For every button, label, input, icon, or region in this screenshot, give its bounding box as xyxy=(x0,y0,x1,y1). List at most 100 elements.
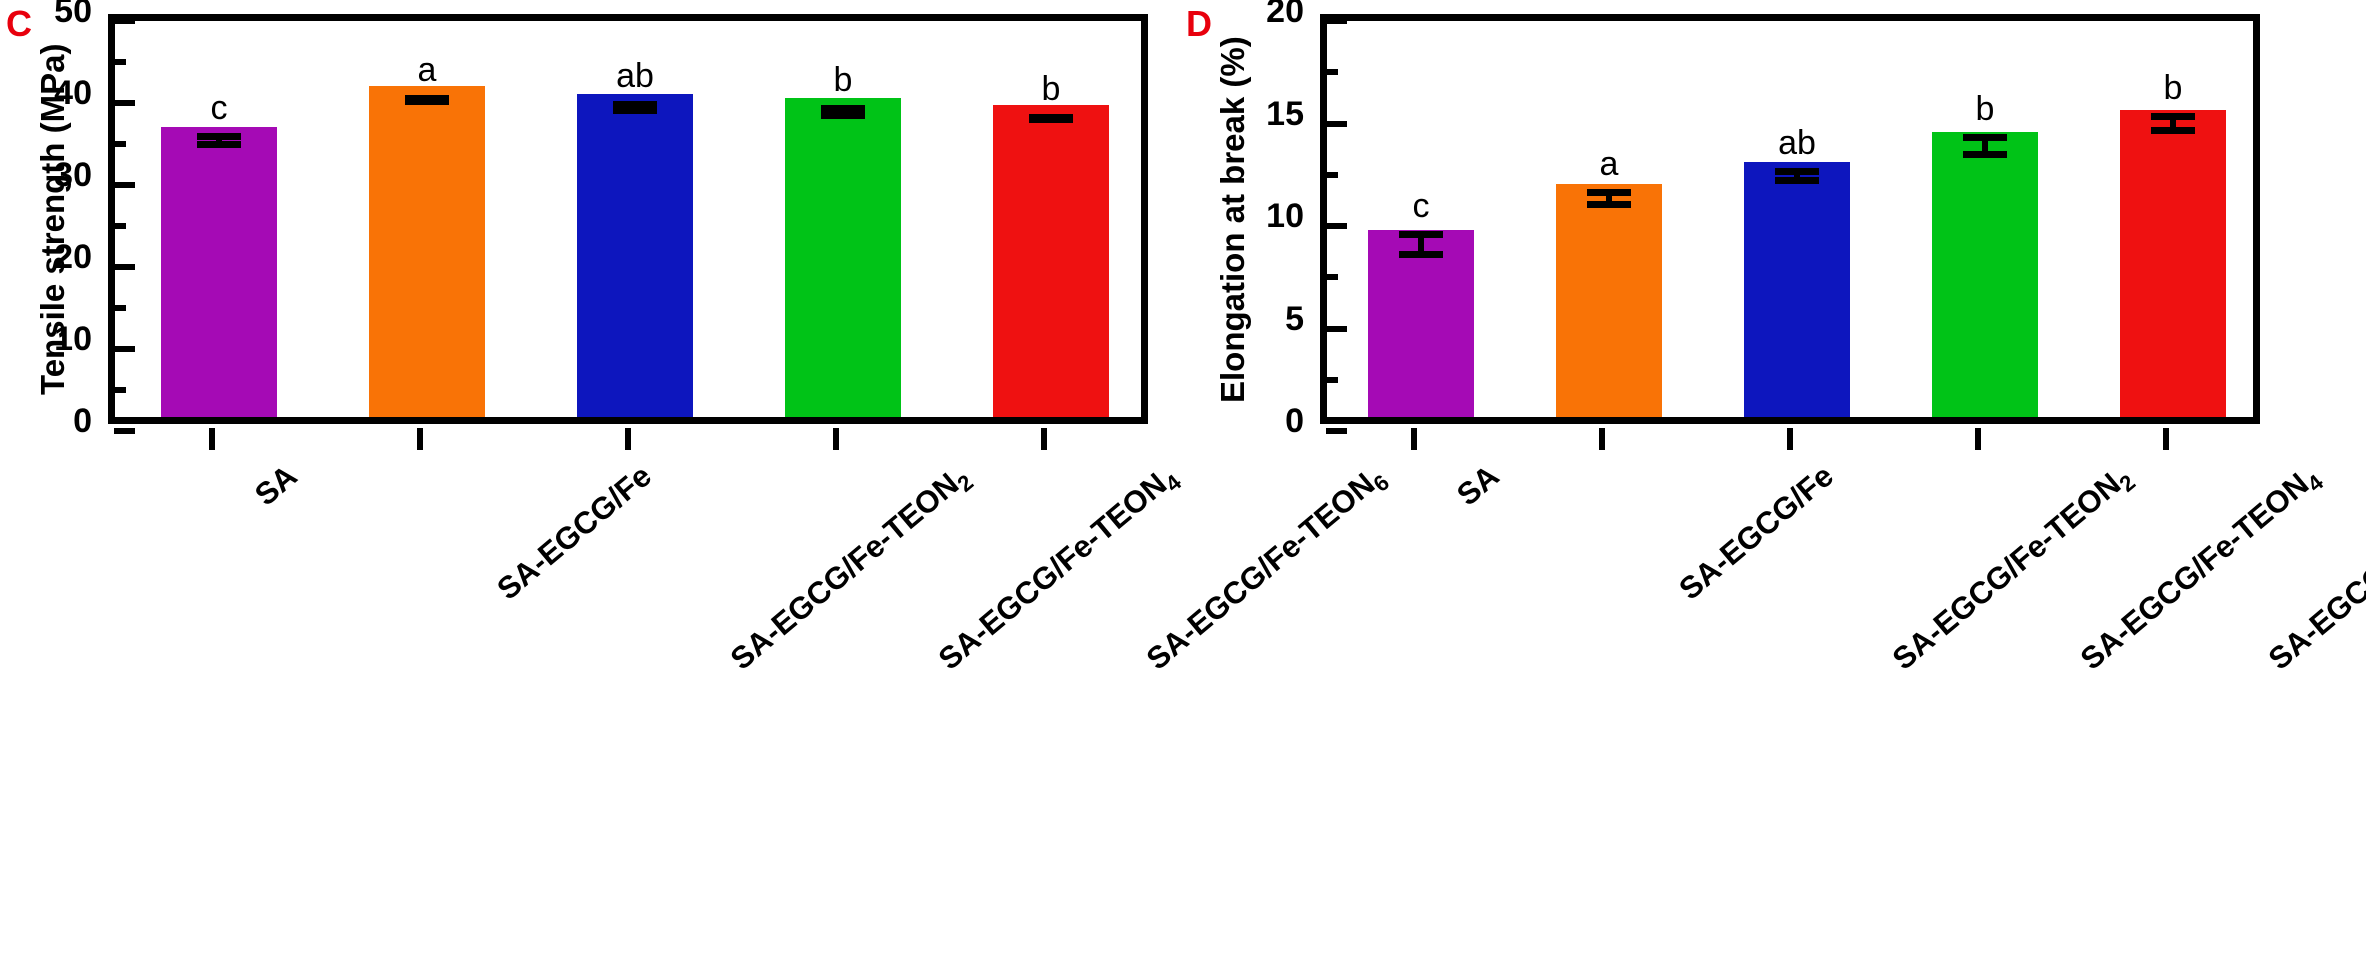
significance-label: b xyxy=(1975,89,1995,128)
x-tick xyxy=(1787,428,1793,450)
bars-d: c a ab b b xyxy=(1327,21,2253,417)
error-bar-stem xyxy=(1418,231,1424,258)
y-tick-label: 15 xyxy=(1266,94,1304,133)
x-tick xyxy=(1041,428,1047,450)
error-bar-stem xyxy=(1794,167,1800,184)
y-tick-label: 40 xyxy=(54,74,92,112)
significance-label: c xyxy=(1412,187,1430,226)
y-ticks-d xyxy=(1326,18,2253,434)
error-bar-cap-bottom xyxy=(2151,126,2195,134)
significance-label: ab xyxy=(1778,123,1816,162)
y-tick-label: 50 xyxy=(54,0,92,30)
bar xyxy=(576,93,694,417)
x-tick xyxy=(833,428,839,450)
panel-letter-d: D xyxy=(1186,3,1212,44)
error-bar-cap-top xyxy=(1399,231,1443,239)
x-tick xyxy=(209,428,215,450)
error-bar xyxy=(197,133,241,149)
error-bar-cap-bottom xyxy=(821,112,865,120)
error-bar xyxy=(613,101,657,115)
y-tick-minor xyxy=(114,59,126,65)
y-tick-major xyxy=(114,100,135,106)
x-tick xyxy=(1599,428,1605,450)
y-tick-major xyxy=(114,182,135,188)
error-bar-stem xyxy=(1606,189,1612,208)
panel-c: C Tensile strength (MPa) c a ab b b 0 10 20 30 4… xyxy=(0,0,1394,975)
y-tick-major xyxy=(1326,223,1347,229)
y-tick-major xyxy=(114,428,135,434)
error-bar xyxy=(1399,231,1443,258)
error-bar-stem xyxy=(2170,113,2176,134)
error-bar-cap-bottom xyxy=(1587,200,1631,208)
error-bar-cap-top xyxy=(821,104,865,112)
error-bar-cap-top xyxy=(1587,189,1631,197)
y-tick-label: 20 xyxy=(54,238,92,276)
error-bar-cap-bottom xyxy=(405,97,449,105)
y-tick-major xyxy=(114,18,135,24)
y-tick-label: 20 xyxy=(1266,0,1304,30)
y-tick-label: 0 xyxy=(73,402,92,440)
x-tick-label: SA xyxy=(1450,458,1506,513)
y-tick-major xyxy=(1326,120,1347,127)
x-tick-label: SA-EGCG/Fe xyxy=(490,458,658,607)
error-bar-cap-bottom xyxy=(197,141,241,149)
error-bar xyxy=(1963,133,2007,159)
error-bar-cap-top xyxy=(2151,113,2195,121)
x-tick-label: SA xyxy=(248,458,304,513)
significance-label: c xyxy=(210,89,228,128)
error-bar-cap-bottom xyxy=(1775,176,1819,184)
error-bar xyxy=(1587,189,1631,208)
error-bar-cap-bottom xyxy=(1029,115,1073,123)
y-tick-label: 10 xyxy=(1266,197,1304,235)
bars-c: c a ab b b xyxy=(115,21,1141,417)
plot-area-c: c a ab b b xyxy=(108,14,1148,434)
bar xyxy=(1932,132,2038,417)
y-tick-label: 30 xyxy=(54,156,92,194)
error-bar xyxy=(405,94,449,105)
significance-label: b xyxy=(1041,70,1061,109)
plot-area-d: c a ab b b xyxy=(1320,14,2260,434)
bar xyxy=(992,104,1110,417)
error-bar xyxy=(2151,113,2195,134)
panel-d: D Elongation at break (%) c a ab b b 0 5 10 15 2… xyxy=(1180,0,2366,975)
error-bar-stem xyxy=(1982,133,1988,159)
y-tick-major xyxy=(114,264,135,270)
y-tick-minor xyxy=(114,387,126,393)
error-bar xyxy=(1775,167,1819,184)
bar xyxy=(160,126,278,417)
y-tick-minor xyxy=(1326,274,1338,281)
bar xyxy=(784,98,902,417)
y-tick-major xyxy=(114,346,135,352)
error-bar-cap-top xyxy=(613,101,657,109)
y-tick-major xyxy=(1326,325,1347,332)
y-tick-minor xyxy=(1326,171,1338,178)
x-tick xyxy=(2163,428,2169,450)
error-bar xyxy=(1029,114,1073,123)
error-bar-stem xyxy=(840,104,846,120)
bar xyxy=(1368,230,1474,417)
y-tick-minor xyxy=(1326,376,1338,383)
error-bar-cap-top xyxy=(1775,167,1819,175)
error-bar-cap-top xyxy=(1963,133,2007,141)
error-bar-cap-top xyxy=(197,133,241,141)
bar xyxy=(1744,161,1850,417)
x-tick-label: SA-EGCG/Fe xyxy=(1672,458,1840,607)
y-tick-major xyxy=(1326,428,1347,434)
y-tick-minor xyxy=(1326,69,1338,76)
y-tick-label: 5 xyxy=(1285,299,1304,338)
panel-letter-c: C xyxy=(6,3,32,44)
significance-label: b xyxy=(833,60,853,99)
significance-label: b xyxy=(2163,69,2183,108)
x-tick xyxy=(417,428,423,450)
significance-label: a xyxy=(1599,145,1619,184)
y-tick-label: 10 xyxy=(54,320,92,358)
error-bar-cap-bottom xyxy=(1399,250,1443,258)
x-tick xyxy=(1411,428,1417,450)
x-tick xyxy=(1975,428,1981,450)
error-bar-cap-bottom xyxy=(1963,151,2007,159)
bar xyxy=(2120,109,2226,417)
y-tick-minor xyxy=(114,141,126,147)
significance-label: a xyxy=(417,50,437,89)
x-tick xyxy=(625,428,631,450)
